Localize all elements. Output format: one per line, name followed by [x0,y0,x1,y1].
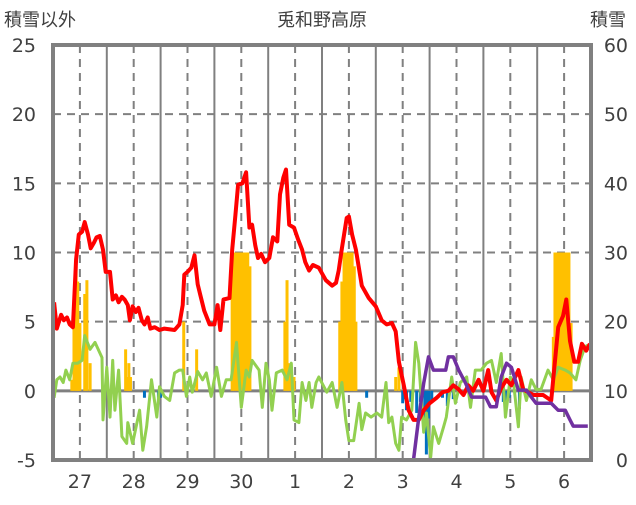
orange-bar [340,281,344,391]
orange-bar [127,363,131,391]
orange-bar [342,252,346,391]
orange-bar [561,252,565,391]
blue-bar [142,390,146,398]
orange-bar [195,349,199,391]
orange-bar [85,280,89,391]
x-tick-label: 2 [343,471,355,493]
orange-bar [344,252,348,391]
orange-bar [338,321,342,391]
orange-bar [350,252,354,391]
orange-bar [237,252,241,391]
orange-bar [244,252,248,391]
right-tick-label: 50 [604,104,628,126]
right-tick-label: 0 [616,450,628,472]
orange-bar [76,281,80,391]
orange-bar [397,367,401,391]
left-tick-label: 0 [24,381,36,403]
orange-bar [74,266,78,391]
orange-bar [235,252,239,391]
left-tick-label: -5 [17,450,36,472]
left-tick-label: 5 [24,312,36,334]
blue-bar [159,390,163,398]
orange-bar [555,252,559,391]
orange-bar [128,377,132,391]
orange-bar [232,252,236,391]
plot-marks [52,167,592,462]
orange-bar [285,280,289,391]
x-tick-label: 6 [558,471,570,493]
orange-bar [569,323,573,391]
purple-series-line [53,355,588,462]
left-axis-label: 積雪以外 [4,10,76,31]
x-tick-label: 30 [229,471,253,493]
orange-bar [230,252,234,391]
right-tick-label: 20 [604,312,628,334]
chart-title: 兎和野高原 [277,10,367,31]
right-tick-label: 40 [604,173,628,195]
orange-bar [292,377,296,391]
right-axis-label: 積雪 [590,10,626,31]
x-tick-label: 27 [68,471,92,493]
left-tick-label: 20 [12,104,36,126]
orange-bar [70,379,74,391]
blue-bar [415,390,419,413]
orange-bar [124,349,128,391]
orange-bar [348,252,352,391]
x-tick-label: 29 [175,471,199,493]
orange-bar [246,252,250,391]
orange-bar [394,377,398,391]
right-tick-label: 60 [604,35,628,57]
orange-bar [88,363,92,391]
left-tick-label: 10 [12,243,36,265]
x-tick-label: 3 [397,471,409,493]
orange-bar [354,321,358,391]
x-tick-label: 28 [122,471,146,493]
blue-bar [401,390,405,404]
orange-bar [72,314,76,391]
blue-bar [430,390,434,402]
left-tick-label: 15 [12,173,36,195]
blue-bar [365,390,369,398]
green-series-line [52,334,589,459]
right-tick-label: 10 [604,381,628,403]
orange-bar [352,266,356,391]
orange-bar [241,252,245,391]
blue-bar [409,390,413,402]
x-tick-label: 4 [450,471,462,493]
red-series-line [52,167,592,422]
orange-bar [239,252,243,391]
left-tick-label: 25 [12,35,36,57]
right-tick-label: 30 [604,243,628,265]
orange-bar [563,252,567,391]
x-tick-label: 1 [289,471,301,493]
orange-bar [553,252,557,391]
orange-bar [248,266,252,391]
orange-bar [283,321,287,391]
orange-bar [182,321,186,391]
x-tick-label: 5 [504,471,516,493]
orange-bar [346,252,350,391]
orange-bar [78,323,82,391]
plot-frame [51,43,593,462]
